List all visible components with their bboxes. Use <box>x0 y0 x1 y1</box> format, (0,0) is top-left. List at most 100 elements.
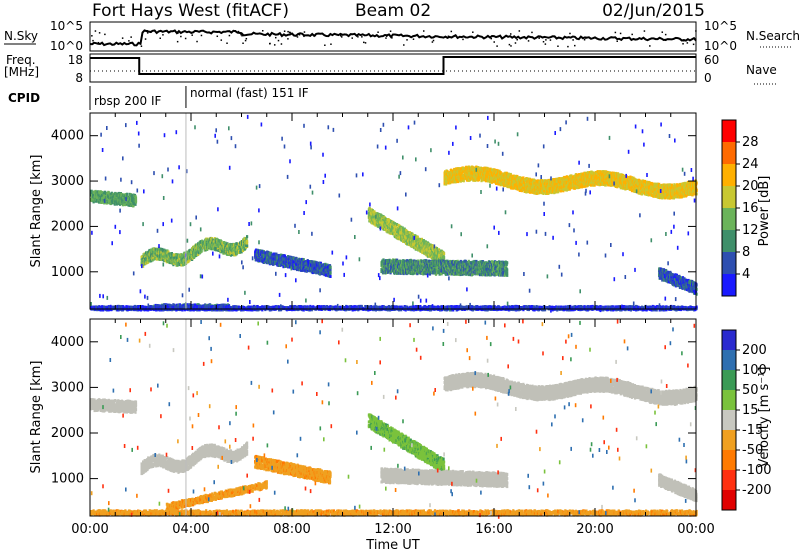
noise-search-point <box>91 35 93 37</box>
noise-search-point <box>297 36 299 38</box>
noise-search-point <box>128 40 130 42</box>
echo-cell <box>329 266 331 269</box>
echo-cell <box>329 275 331 278</box>
noise-search-point <box>304 31 306 33</box>
noise-search-point <box>543 41 545 43</box>
noise-search-point <box>275 37 277 39</box>
freq-line <box>90 57 696 74</box>
noise-search-point <box>221 39 223 41</box>
noise-search-point <box>299 34 301 36</box>
noise-search-point <box>695 30 697 32</box>
cpid-row: CPID rbsp 200 IF normal (fast) 151 IF <box>8 86 309 110</box>
noise-search-point <box>281 43 283 45</box>
noise-search-point <box>545 43 547 45</box>
noise-search-point <box>269 43 271 45</box>
noise-tick-high: 10^5 <box>50 19 83 33</box>
noise-search-point <box>130 36 132 38</box>
noise-search-point <box>98 42 100 44</box>
noise-search-point <box>550 39 552 41</box>
echo-cell <box>506 271 508 274</box>
echo-cell <box>443 252 445 255</box>
noise-search-point <box>159 38 161 40</box>
noise-search-point <box>585 37 587 39</box>
noise-search-point <box>472 31 474 32</box>
noise-search-point <box>104 34 106 36</box>
noise-search-point <box>497 36 499 38</box>
noise-search-point <box>693 44 695 46</box>
noise-search-point <box>665 40 667 42</box>
noise-search-point <box>229 35 231 37</box>
noise-search-point <box>390 30 392 32</box>
plot-title: Fort Hays West (fitACF) <box>92 1 289 21</box>
noise-search-point <box>386 35 388 37</box>
noise-search-point <box>569 33 571 35</box>
noise-search-point <box>510 45 512 47</box>
noise-search-point <box>620 33 622 35</box>
echo-cell <box>135 197 137 200</box>
noise-search-point <box>365 42 367 44</box>
noise-search-point <box>262 30 264 32</box>
noise-search-point <box>683 40 685 42</box>
noise-search-point <box>509 44 511 46</box>
noise-search-point <box>528 40 530 42</box>
noise-search-point <box>274 44 276 46</box>
freq-panel-frame <box>90 54 696 82</box>
noise-search-point <box>377 31 379 33</box>
noise-search-point <box>510 33 512 35</box>
noise-search-point <box>147 32 149 34</box>
cpid-segment-normal: normal (fast) 151 IF <box>190 86 309 100</box>
freq-panel: Freq. [MHz] 18 8 60 0 Nave <box>4 53 777 85</box>
rti-plot: Fort Hays West (fitACF) Beam 02 02/Jun/2… <box>0 0 800 554</box>
noise-search-point <box>287 31 289 33</box>
noise-search-point <box>242 43 244 45</box>
noise-search-point <box>406 39 408 41</box>
noise-search-point <box>363 42 365 44</box>
noise-search-point <box>287 38 289 40</box>
noise-search-point <box>682 43 684 45</box>
noise-search-point <box>491 38 493 40</box>
nsearch-label: N.Search <box>746 29 800 43</box>
noise-search-point <box>351 37 353 39</box>
freq-label-bottom: [MHz] <box>4 65 39 79</box>
noise-search-point <box>448 36 450 38</box>
noise-search-point <box>330 43 332 45</box>
noise-search-point <box>616 40 618 42</box>
noise-search-point <box>245 40 247 42</box>
noise-search-point <box>92 43 94 45</box>
noise-search-point <box>516 39 518 41</box>
noise-search-point <box>493 41 495 43</box>
noise-search-point <box>687 42 689 44</box>
noise-search-point <box>557 45 559 47</box>
noise-search-point <box>385 37 387 39</box>
nave-tick-low: 0 <box>704 71 712 85</box>
noise-search-point <box>303 36 305 38</box>
noise-search-point <box>462 39 464 41</box>
echo-cell <box>303 258 305 261</box>
noise-search-point <box>433 40 435 42</box>
echo-cell <box>506 268 508 271</box>
noise-search-point <box>201 35 203 37</box>
echo-cell <box>394 222 396 225</box>
noise-search-point <box>361 36 363 38</box>
noise-right-tick-low: 10^0 <box>704 39 737 53</box>
noise-search-point <box>496 45 498 47</box>
noise-right-tick-high: 10^5 <box>704 19 737 33</box>
cpid-segment-rbsp: rbsp 200 IF <box>94 94 161 108</box>
echo-cell <box>246 244 248 247</box>
noise-search-point <box>239 32 241 34</box>
noise-search-point <box>649 45 651 47</box>
freq-tick-high: 18 <box>68 53 83 67</box>
noise-search-point <box>95 30 97 32</box>
noise-search-point <box>515 42 517 44</box>
noise-search-point <box>242 34 244 36</box>
noise-search-point <box>177 32 179 34</box>
noise-panel: N.Sky 10^5 10^0 10^5 10^0 N.Search <box>4 19 800 53</box>
noise-search-point <box>391 37 393 39</box>
noise-search-point <box>196 41 198 43</box>
noise-search-point <box>146 30 148 32</box>
noise-search-point <box>519 30 521 32</box>
echo-cell <box>506 261 508 264</box>
noise-sky-line <box>90 30 696 45</box>
noise-search-point <box>284 30 286 32</box>
